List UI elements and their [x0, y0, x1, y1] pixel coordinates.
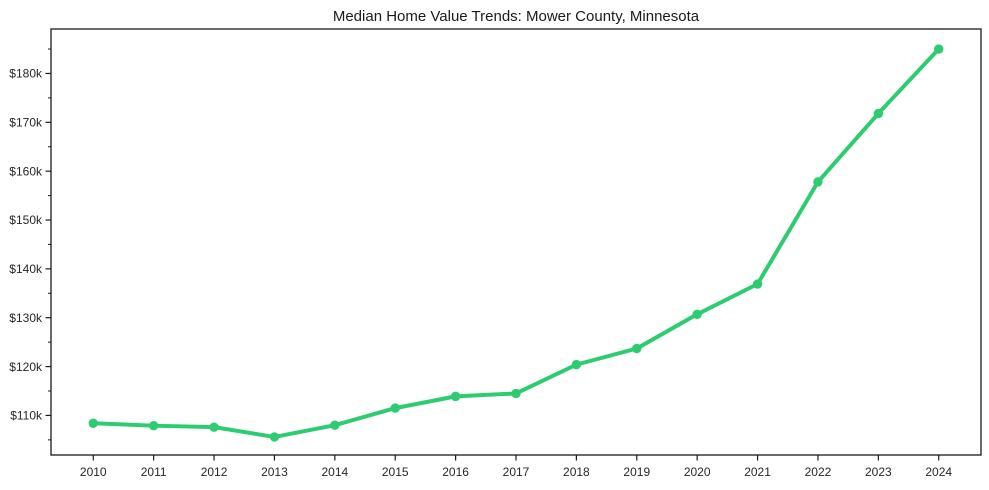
data-point	[209, 422, 219, 432]
y-tick-label: $110k	[10, 409, 43, 423]
y-tick-label: $140k	[9, 262, 43, 276]
x-tick-label: 2011	[141, 465, 167, 479]
data-point	[813, 177, 823, 187]
x-tick-label: 2024	[925, 465, 952, 479]
y-tick-label: $160k	[9, 164, 43, 178]
data-point	[873, 108, 884, 119]
data-point	[330, 420, 340, 430]
chart-title: Median Home Value Trends: Mower County, …	[333, 8, 700, 25]
y-tick-label: $130k	[9, 311, 43, 325]
x-tick-label: 2021	[744, 465, 771, 479]
x-tick-label: 2015	[382, 465, 409, 479]
data-point	[752, 279, 763, 289]
x-tick-label: 2010	[80, 465, 107, 479]
x-tick-label: 2014	[321, 465, 348, 479]
data-point	[148, 420, 159, 431]
x-tick-label: 2022	[805, 465, 832, 479]
y-tick-label: $150k	[9, 213, 43, 227]
data-point	[632, 343, 642, 354]
y-tick-label: $180k	[9, 67, 43, 81]
x-tick-label: 2012	[201, 465, 228, 479]
y-tick-label: $120k	[9, 360, 43, 374]
data-point	[450, 391, 461, 402]
x-tick-label: 2017	[503, 465, 530, 479]
x-tick-label: 2016	[442, 465, 469, 479]
data-point	[88, 418, 98, 428]
x-tick-label: 2013	[261, 465, 288, 479]
data-point	[269, 432, 280, 442]
plot-area: $110k $120k $130k $140k $150k $160k $170k $180k…	[9, 28, 982, 479]
data-point	[390, 403, 400, 413]
y-tick-label: $170k	[9, 116, 43, 130]
x-tick-label: 2018	[563, 465, 590, 479]
data-point	[571, 359, 582, 370]
data-point	[692, 309, 702, 320]
x-tick-label: 2019	[623, 465, 650, 479]
x-tick-label: 2023	[865, 465, 892, 479]
data-point	[934, 44, 944, 54]
plot-frame	[50, 28, 982, 456]
x-tick-label: 2020	[684, 465, 711, 479]
data-point	[511, 388, 521, 399]
